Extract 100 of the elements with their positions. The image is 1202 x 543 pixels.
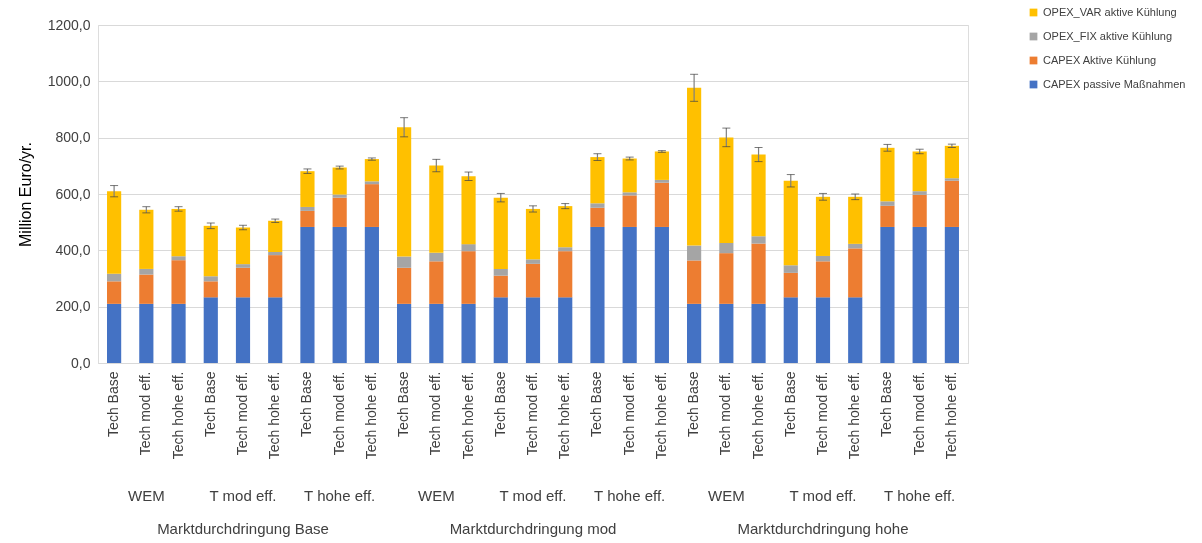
bar <box>622 192 637 196</box>
bar <box>429 303 444 363</box>
bar <box>397 127 412 257</box>
x-tick-label: Tech mod eff. <box>717 371 734 456</box>
bar <box>268 220 283 253</box>
bar <box>687 260 702 304</box>
bar <box>590 203 605 208</box>
y-tick-label: 200,0 <box>55 298 91 315</box>
y-tick-label: 1200,0 <box>47 16 91 33</box>
text: Marktdurchdringung mod <box>449 520 617 537</box>
bar <box>139 274 154 304</box>
text: T mod eff. <box>209 487 277 504</box>
bar <box>815 261 831 298</box>
x-tick-label: Tech hohe eff. <box>556 371 573 460</box>
bar <box>107 303 122 363</box>
bar <box>107 191 122 274</box>
bar <box>654 179 669 183</box>
bar <box>783 272 798 298</box>
legend-label: OPEX_FIX aktive Kühlung <box>1043 29 1173 42</box>
bar <box>300 226 315 363</box>
bar <box>912 194 927 227</box>
y-axis-title: Million Euro/yr. <box>16 142 34 247</box>
y-tick-label: 800,0 <box>55 129 91 146</box>
bar <box>429 252 444 262</box>
bar <box>139 268 154 275</box>
bar <box>107 281 122 304</box>
bar <box>622 158 637 193</box>
bar <box>364 159 379 182</box>
text: WEM <box>418 487 455 504</box>
x-tick-label: Tech mod eff. <box>910 371 927 456</box>
bar <box>525 263 541 298</box>
bar <box>558 297 573 363</box>
bar <box>493 297 508 363</box>
bar <box>525 297 541 363</box>
x-tick-label: Tech hohe eff. <box>266 371 283 460</box>
x-tick-label: Tech mod eff. <box>814 371 830 456</box>
x-tick-label: Tech mod eff. <box>620 371 637 456</box>
bar <box>493 197 508 269</box>
bar <box>751 303 766 363</box>
x-tick-label: Tech Base <box>781 371 798 437</box>
bar <box>880 201 895 206</box>
x-tick-label: Tech mod eff. <box>234 371 250 456</box>
bar <box>558 251 573 298</box>
bar <box>171 208 186 257</box>
bar <box>654 151 669 180</box>
bar <box>848 248 863 298</box>
text: Marktdurchdringung hohe <box>737 520 909 537</box>
x-tick-label: Tech Base <box>878 371 895 437</box>
bar <box>815 297 831 363</box>
bar <box>944 145 959 179</box>
bar <box>107 273 122 282</box>
x-tick-label: Tech Base <box>685 371 702 437</box>
bar <box>364 181 379 185</box>
bar <box>525 259 541 264</box>
bar <box>493 275 508 298</box>
bar <box>397 267 412 304</box>
bar <box>268 252 283 256</box>
bar <box>461 251 476 304</box>
bar <box>235 264 251 268</box>
bar <box>880 226 895 363</box>
y-tick-label: 400,0 <box>55 241 91 258</box>
text: T hohe eff. <box>304 487 376 504</box>
bar <box>429 165 444 253</box>
x-tick-label: Tech mod eff. <box>137 371 154 456</box>
bar <box>944 180 959 227</box>
text: T hohe eff. <box>884 487 956 504</box>
text: T mod eff. <box>499 487 567 504</box>
bar <box>171 260 186 304</box>
bar <box>139 303 154 363</box>
bar <box>751 243 766 304</box>
bar <box>332 194 347 198</box>
bar <box>461 244 476 252</box>
bar <box>687 245 702 261</box>
bar <box>719 253 734 304</box>
legend-label: CAPEX Aktive Kühlung <box>1043 53 1157 66</box>
bar <box>719 243 734 254</box>
bar <box>300 206 315 211</box>
bar <box>944 178 959 181</box>
bar <box>687 303 702 363</box>
bar <box>654 182 669 227</box>
bar <box>397 303 412 363</box>
x-tick-label: Tech mod eff. <box>330 371 347 456</box>
bar <box>300 210 315 227</box>
bar <box>783 180 798 266</box>
bar <box>912 191 927 195</box>
bar <box>590 226 605 363</box>
text: T mod eff. <box>789 487 857 504</box>
x-tick-label: Tech mod eff. <box>427 371 444 456</box>
text: WEM <box>128 487 165 504</box>
x-tick-label: Tech Base <box>588 371 605 437</box>
bar <box>751 154 766 237</box>
y-tick-label: 0,0 <box>71 354 91 371</box>
bar <box>332 197 347 227</box>
bar <box>687 87 702 246</box>
bar <box>171 303 186 363</box>
bar <box>203 281 218 298</box>
x-tick-label: Tech Base <box>395 371 412 437</box>
x-tick-label: Tech hohe eff. <box>459 371 476 460</box>
bar <box>783 265 798 273</box>
bar <box>944 226 959 363</box>
